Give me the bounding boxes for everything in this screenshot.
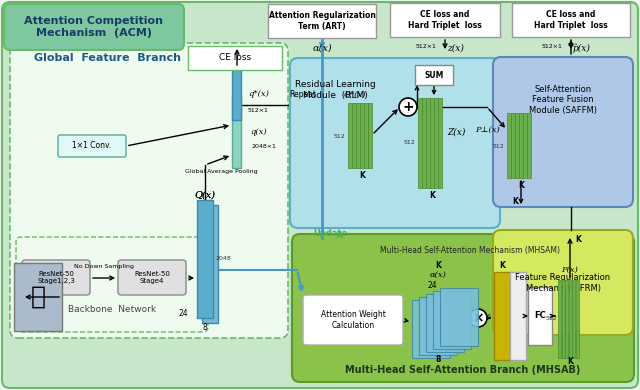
FancyBboxPatch shape <box>519 113 522 178</box>
Text: q*(x): q*(x) <box>248 90 269 98</box>
Text: Repeat: Repeat <box>289 90 317 99</box>
FancyBboxPatch shape <box>512 3 630 37</box>
Text: K: K <box>567 358 573 367</box>
FancyBboxPatch shape <box>507 113 511 178</box>
Text: K: K <box>575 236 581 245</box>
Text: α(x): α(x) <box>429 271 447 279</box>
FancyBboxPatch shape <box>433 291 471 349</box>
Text: +: + <box>402 100 414 114</box>
FancyBboxPatch shape <box>575 280 579 358</box>
Text: 2048: 2048 <box>216 257 232 262</box>
Text: P(x): P(x) <box>561 266 579 274</box>
Text: Attention Regularization
Term (ART): Attention Regularization Term (ART) <box>269 11 376 31</box>
FancyBboxPatch shape <box>118 260 186 295</box>
Text: ResNet-50
Stage1,2,3: ResNet-50 Stage1,2,3 <box>37 271 75 284</box>
FancyBboxPatch shape <box>493 230 633 335</box>
Text: 512: 512 <box>333 133 345 138</box>
FancyBboxPatch shape <box>10 43 288 338</box>
FancyBboxPatch shape <box>515 113 518 178</box>
Text: Q(x): Q(x) <box>195 190 216 200</box>
Text: Backbone  Network: Backbone Network <box>68 305 156 314</box>
Text: CE loss and
Hard Triplet  loss: CE loss and Hard Triplet loss <box>534 10 608 30</box>
Text: 🚶: 🚶 <box>31 285 45 309</box>
FancyBboxPatch shape <box>348 103 351 168</box>
Text: α(x): α(x) <box>312 44 332 53</box>
Text: K: K <box>518 181 524 190</box>
FancyBboxPatch shape <box>511 113 515 178</box>
FancyBboxPatch shape <box>202 205 218 323</box>
FancyBboxPatch shape <box>440 288 478 346</box>
FancyBboxPatch shape <box>493 57 633 207</box>
FancyBboxPatch shape <box>565 280 568 358</box>
Circle shape <box>469 309 487 327</box>
Text: 512×1: 512×1 <box>248 108 269 112</box>
FancyBboxPatch shape <box>292 234 634 382</box>
FancyBboxPatch shape <box>426 98 429 188</box>
Text: P⊥(x): P⊥(x) <box>476 126 500 134</box>
FancyBboxPatch shape <box>22 260 90 295</box>
FancyBboxPatch shape <box>438 98 442 188</box>
Text: 512×1: 512×1 <box>541 44 562 50</box>
Text: 24: 24 <box>427 282 437 291</box>
FancyBboxPatch shape <box>434 98 438 188</box>
FancyBboxPatch shape <box>494 272 510 360</box>
FancyBboxPatch shape <box>568 280 572 358</box>
Text: Update: Update <box>313 229 347 238</box>
FancyBboxPatch shape <box>16 237 208 332</box>
FancyBboxPatch shape <box>510 272 526 360</box>
Text: z(x): z(x) <box>447 44 464 53</box>
Text: Attention Weight
Calculation: Attention Weight Calculation <box>321 310 385 330</box>
FancyBboxPatch shape <box>364 103 367 168</box>
Text: 512×1: 512×1 <box>415 44 436 50</box>
FancyBboxPatch shape <box>527 113 531 178</box>
Text: 8: 8 <box>435 356 441 365</box>
FancyBboxPatch shape <box>303 295 403 345</box>
FancyBboxPatch shape <box>188 46 282 70</box>
FancyBboxPatch shape <box>4 4 184 50</box>
FancyBboxPatch shape <box>415 65 453 85</box>
Text: 512: 512 <box>492 144 504 149</box>
Text: Attention Competition
Mechanism  (ACM): Attention Competition Mechanism (ACM) <box>24 16 163 38</box>
FancyBboxPatch shape <box>197 200 213 318</box>
FancyBboxPatch shape <box>558 280 561 358</box>
FancyBboxPatch shape <box>368 103 371 168</box>
FancyBboxPatch shape <box>528 287 552 345</box>
FancyBboxPatch shape <box>232 68 241 120</box>
FancyBboxPatch shape <box>290 58 500 228</box>
Text: Q*(x): Q*(x) <box>344 91 366 99</box>
FancyBboxPatch shape <box>418 98 422 188</box>
FancyBboxPatch shape <box>422 98 426 188</box>
FancyBboxPatch shape <box>356 103 360 168</box>
Text: K: K <box>499 262 505 271</box>
Text: 512: 512 <box>403 140 415 145</box>
Text: 512: 512 <box>545 317 557 321</box>
Text: 8: 8 <box>203 323 207 333</box>
FancyBboxPatch shape <box>58 135 126 157</box>
FancyBboxPatch shape <box>561 280 564 358</box>
FancyBboxPatch shape <box>572 280 575 358</box>
FancyBboxPatch shape <box>360 103 364 168</box>
Text: Multi-Head Self-Attention Mechanism (MHSAM): Multi-Head Self-Attention Mechanism (MHS… <box>380 245 560 255</box>
Text: K: K <box>359 172 365 181</box>
Text: CE loss and
Hard Triplet  loss: CE loss and Hard Triplet loss <box>408 10 482 30</box>
Circle shape <box>399 98 417 116</box>
FancyBboxPatch shape <box>390 3 500 37</box>
Text: ×: × <box>472 311 484 325</box>
Text: Multi-Head Self-Attention Branch (MHSAB): Multi-Head Self-Attention Branch (MHSAB) <box>346 365 580 375</box>
Text: Global Average Pooling: Global Average Pooling <box>185 170 258 174</box>
Text: 1×1 Conv.: 1×1 Conv. <box>72 142 111 151</box>
Text: K: K <box>435 262 441 271</box>
Text: K: K <box>429 190 435 200</box>
FancyBboxPatch shape <box>419 297 457 355</box>
Text: Global  Feature  Branch: Global Feature Branch <box>35 53 182 63</box>
FancyBboxPatch shape <box>426 294 464 352</box>
Text: q(x): q(x) <box>250 128 267 136</box>
FancyBboxPatch shape <box>232 96 241 168</box>
FancyBboxPatch shape <box>412 300 450 358</box>
Text: 24: 24 <box>179 308 188 317</box>
Text: 2048: 2048 <box>476 314 491 319</box>
Text: p̂(x): p̂(x) <box>573 43 591 53</box>
Text: No Down Sampling: No Down Sampling <box>74 264 134 269</box>
FancyBboxPatch shape <box>14 263 62 331</box>
